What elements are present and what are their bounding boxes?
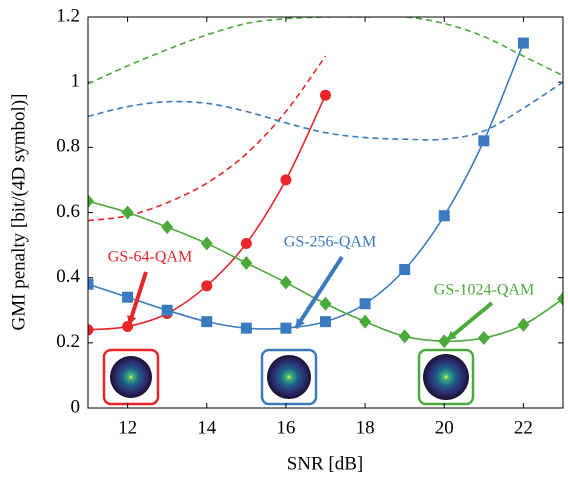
x-axis-label: SNR [dB] xyxy=(287,453,364,474)
annotation: GS-256-QAM xyxy=(284,234,376,251)
annotation: GS-1024-QAM xyxy=(434,282,534,299)
x-tick-label: 18 xyxy=(356,417,375,438)
marker xyxy=(557,291,563,306)
marker xyxy=(320,89,331,101)
y-tick-label: 0.2 xyxy=(56,331,80,352)
marker xyxy=(398,329,411,344)
marker xyxy=(359,298,371,310)
marker xyxy=(438,210,450,222)
marker xyxy=(201,280,213,292)
marker xyxy=(477,330,490,345)
x-tick-label: 12 xyxy=(118,417,137,438)
arrow-head xyxy=(296,318,305,328)
marker xyxy=(359,314,372,329)
annotation-arrow xyxy=(445,301,494,342)
arrow-head xyxy=(127,315,137,325)
y-tick-label: 0.8 xyxy=(56,136,80,157)
marker xyxy=(122,291,134,303)
marker xyxy=(121,205,134,220)
marker xyxy=(279,275,292,290)
marker xyxy=(319,296,332,311)
arrow-head xyxy=(447,330,457,340)
series-line xyxy=(88,17,563,85)
marker xyxy=(280,174,292,186)
y-tick-label: 1.2 xyxy=(56,5,80,26)
plot-area xyxy=(88,17,563,349)
y-tick-label: 1 xyxy=(71,71,81,92)
marker xyxy=(240,322,252,334)
marker xyxy=(320,316,331,328)
marker xyxy=(399,264,411,276)
x-tick-label: 16 xyxy=(276,417,295,438)
y-axis-label: GMI penalty [bit/(4D symbol)] xyxy=(8,94,29,331)
marker xyxy=(88,324,94,336)
y-tick-label: 0 xyxy=(71,396,81,417)
x-tick-label: 22 xyxy=(514,417,533,438)
marker xyxy=(240,237,252,249)
annotation-arrow xyxy=(294,255,344,330)
constellation-insets xyxy=(102,348,475,406)
marker xyxy=(478,135,490,147)
annotation: GS-64-QAM xyxy=(108,249,192,266)
marker xyxy=(88,278,94,290)
y-tick-label: 0.6 xyxy=(56,201,80,222)
marker xyxy=(200,236,213,251)
series-line xyxy=(88,81,563,141)
marker xyxy=(280,322,292,334)
marker xyxy=(161,304,173,316)
marker xyxy=(201,316,213,328)
constellation xyxy=(423,354,469,400)
marker xyxy=(517,317,530,332)
marker xyxy=(240,256,253,271)
y-tick-label: 0.4 xyxy=(56,266,80,287)
marker xyxy=(88,194,94,209)
constellation xyxy=(110,356,152,398)
x-tick-label: 14 xyxy=(197,417,217,438)
x-tick-label: 20 xyxy=(435,417,454,438)
series-line xyxy=(88,55,327,222)
marker xyxy=(161,220,174,235)
axes-frame xyxy=(87,16,564,409)
marker xyxy=(517,37,529,49)
annotation-arrow xyxy=(127,271,148,326)
constellation xyxy=(267,355,311,399)
